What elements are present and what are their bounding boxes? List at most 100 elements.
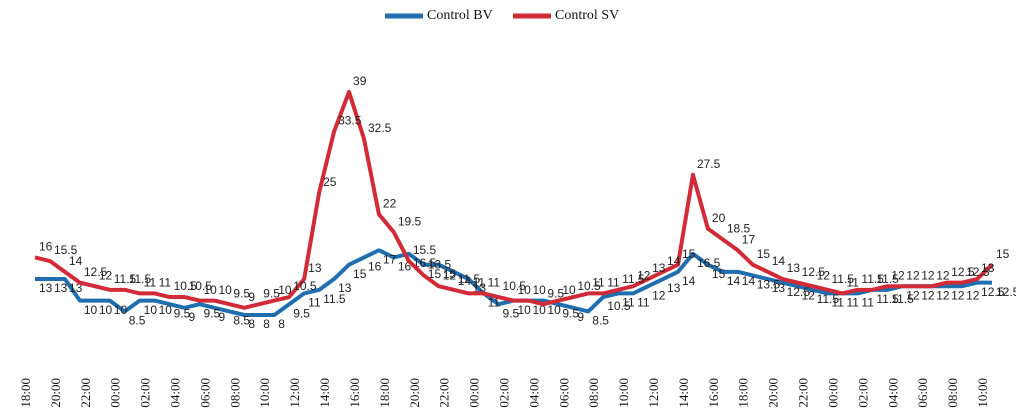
data-label: 9 [218, 310, 225, 324]
data-label: 10.5 [293, 279, 317, 293]
x-tick-label: 08:00 [945, 378, 960, 408]
data-label: 12 [637, 268, 651, 282]
x-tick-label: 18:00 [377, 378, 392, 408]
data-label: 10 [532, 303, 546, 317]
data-label: 10 [532, 283, 546, 297]
x-tick-label: 06:00 [556, 378, 571, 408]
data-label: 10 [84, 303, 98, 317]
x-tick-label: 08:00 [227, 378, 242, 408]
data-label: 9.5 [562, 306, 579, 320]
data-label: 11.5 [876, 272, 899, 286]
data-label: 11.5 [323, 292, 346, 306]
data-label: 13 [787, 261, 801, 275]
data-label: 9.5 [547, 286, 564, 300]
data-label: 12 [936, 288, 950, 302]
data-label: 8 [248, 317, 255, 331]
x-tick-label: 10:00 [616, 378, 631, 408]
data-label: 14 [458, 274, 472, 288]
data-label: 9.5 [174, 306, 191, 320]
data-label: 10 [518, 283, 532, 297]
data-label: 10 [114, 303, 128, 317]
data-label: 12 [906, 268, 920, 282]
data-label: 11 [308, 296, 321, 310]
data-label: 8 [263, 317, 270, 331]
data-label: 12 [921, 268, 935, 282]
data-label: 10.5 [189, 279, 213, 293]
data-label: 16.5 [413, 256, 437, 270]
data-label: 11 [832, 296, 845, 310]
data-label: 9.5 [503, 306, 520, 320]
x-tick-label: 00:00 [467, 378, 482, 408]
data-label: 14 [772, 254, 786, 268]
data-label: 10 [278, 283, 292, 297]
data-label: 10.5 [577, 279, 601, 293]
x-tick-label: 20:00 [407, 378, 422, 408]
x-tick-label: 04:00 [168, 378, 183, 408]
x-tick-label: 22:00 [78, 378, 93, 408]
data-label: 11.5 [891, 292, 914, 306]
data-label: 9.5 [233, 286, 250, 300]
data-label: 14 [69, 254, 83, 268]
data-label: 11.5 [861, 272, 884, 286]
data-label: 12 [99, 268, 113, 282]
data-label: 11.5 [622, 272, 645, 286]
data-label: 8.5 [129, 314, 146, 328]
x-tick-label: 04:00 [885, 378, 900, 408]
x-tick-label: 00:00 [108, 378, 123, 408]
data-label: 13 [54, 281, 68, 295]
data-label: 11.5 [817, 292, 840, 306]
data-label: 32.5 [368, 121, 392, 135]
data-label: 13 [652, 261, 666, 275]
x-tick-label: 14:00 [317, 378, 332, 408]
x-tick-label: 10:00 [975, 378, 990, 408]
x-tick-label: 00:00 [825, 378, 840, 408]
x-tick-label: 20:00 [766, 378, 781, 408]
data-label: 10 [159, 303, 173, 317]
data-label: 22 [383, 196, 397, 210]
data-label: 8.5 [592, 314, 609, 328]
data-label: 15 [757, 247, 771, 261]
x-tick-label: 08:00 [586, 378, 601, 408]
data-label: 15 [996, 247, 1010, 261]
data-label: 11.5 [876, 292, 899, 306]
data-label: 11 [861, 296, 874, 310]
data-label: 11 [144, 276, 157, 290]
data-label: 25 [323, 175, 337, 189]
legend-label: Control BV [427, 8, 493, 23]
data-label: 10 [203, 283, 217, 297]
data-label: 13 [308, 261, 322, 275]
data-label: 11 [159, 276, 172, 290]
data-label: 9 [189, 310, 196, 324]
x-tick-label: 14:00 [676, 378, 691, 408]
data-label: 12 [906, 288, 920, 302]
x-tick-label: 04:00 [526, 378, 541, 408]
data-label: 14 [682, 274, 696, 288]
data-label: 14 [742, 274, 756, 288]
data-label: 13 [981, 261, 995, 275]
data-label: 11.5 [114, 272, 137, 286]
data-label: 33.5 [338, 114, 362, 128]
data-label: 13 [69, 281, 83, 295]
data-label: 13 [39, 281, 53, 295]
x-tick-label: 06:00 [915, 378, 930, 408]
data-label: 11.5 [832, 272, 855, 286]
data-label: 12 [891, 268, 905, 282]
data-label: 10 [547, 303, 561, 317]
data-label: 13 [667, 281, 681, 295]
data-label: 13.5 [428, 258, 452, 272]
data-label: 10 [562, 283, 576, 297]
data-label: 9.5 [263, 286, 280, 300]
data-label: 20 [712, 211, 726, 225]
data-label: 12 [802, 288, 816, 302]
x-tick-label: 22:00 [796, 378, 811, 408]
data-label: 12 [652, 288, 666, 302]
data-label: 12.5 [981, 285, 1005, 299]
data-label: 11 [607, 276, 620, 290]
x-tick-label: 02:00 [138, 378, 153, 408]
data-label: 11 [488, 276, 501, 290]
data-label: 13.5 [757, 278, 781, 292]
data-label: 11 [846, 296, 859, 310]
data-label: 15 [428, 267, 442, 281]
x-tick-label: 16:00 [347, 378, 362, 408]
data-label: 10.5 [174, 279, 198, 293]
